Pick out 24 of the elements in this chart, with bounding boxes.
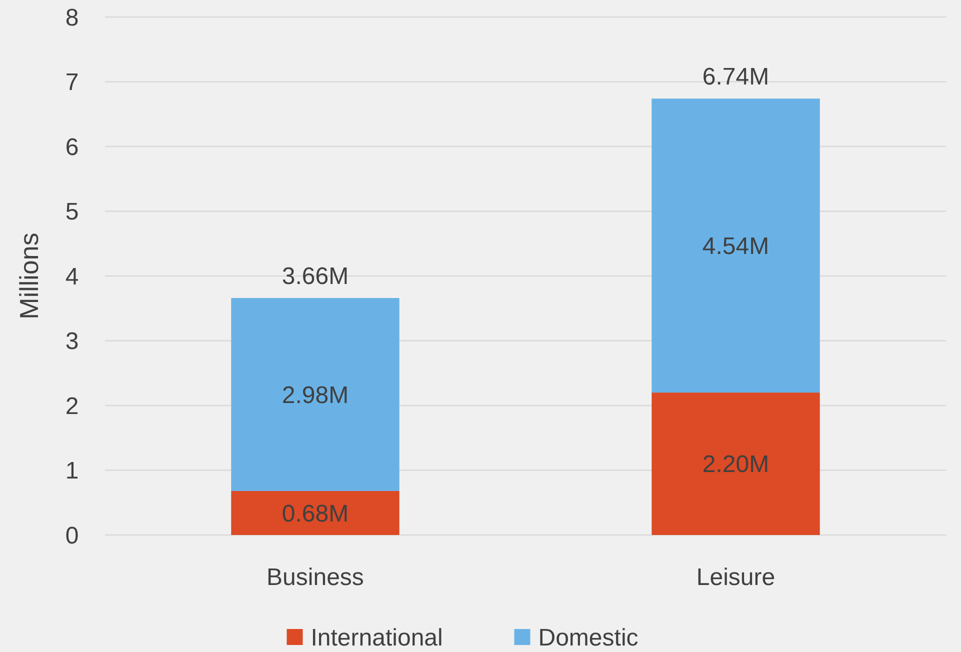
data-label: 4.54M [702, 232, 770, 260]
y-tick-label: 0 [65, 522, 79, 550]
y-tick-label: 3 [65, 328, 79, 356]
x-tick-label: Business [266, 564, 364, 591]
bar [231, 490, 400, 535]
total-label: 3.66M [282, 263, 349, 290]
legend-label: Domestic [538, 624, 638, 652]
y-tick-label: 2 [65, 392, 79, 420]
y-tick-label: 8 [65, 4, 79, 32]
legend-label: International [310, 624, 443, 652]
y-tick-label: 5 [65, 198, 79, 226]
x-tick-label: Leisure [696, 564, 776, 591]
bar [231, 298, 400, 491]
y-tick-label: 4 [65, 263, 79, 290]
y-tick-label: 1 [65, 458, 79, 485]
y-axis-title: Millions [14, 232, 44, 320]
bar [652, 392, 820, 535]
y-tick-label: 7 [65, 69, 79, 96]
y-tick-label: 6 [65, 134, 79, 161]
data-label: 0.68M [282, 500, 349, 528]
total-label: 6.74M [702, 64, 770, 91]
data-label: 2.20M [702, 451, 770, 478]
bar [652, 98, 820, 393]
data-label: 2.98M [282, 382, 349, 409]
